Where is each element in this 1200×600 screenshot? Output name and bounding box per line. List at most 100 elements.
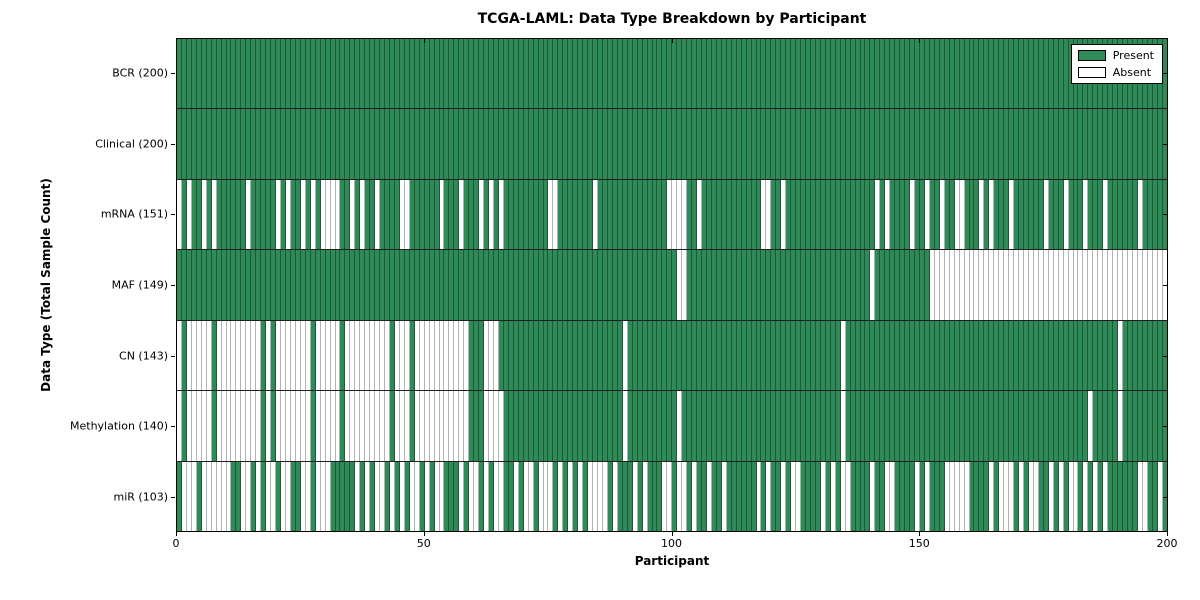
matrix-cell: [959, 179, 965, 250]
present-swatch: [1077, 50, 1106, 61]
matrix-cell: [999, 179, 1005, 250]
matrix-cell: [1033, 391, 1039, 461]
matrix-cell: [1157, 320, 1163, 391]
matrix-cell: [830, 39, 836, 109]
matrix-cell: [226, 391, 232, 461]
matrix-cell: [1093, 109, 1099, 179]
matrix-cell: [756, 320, 762, 391]
matrix-cell: [528, 320, 534, 391]
matrix-cell: [924, 179, 930, 250]
matrix-cell: [617, 391, 623, 461]
matrix-cell: [711, 39, 717, 109]
matrix-cell: [1009, 320, 1015, 391]
matrix-cell: [751, 391, 757, 461]
matrix-cell: [949, 320, 955, 391]
matrix-cell: [206, 461, 212, 531]
matrix-cell: [756, 461, 762, 531]
matrix-cell: [855, 179, 861, 250]
matrix-cell: [1083, 391, 1089, 461]
matrix-cell: [989, 109, 995, 179]
matrix-cell: [697, 461, 703, 531]
matrix-cell: [295, 39, 301, 109]
matrix-cell: [1068, 461, 1074, 531]
matrix-cell: [201, 391, 207, 461]
matrix-cell: [285, 320, 291, 391]
right-tick: [1163, 214, 1167, 216]
matrix-cell: [573, 320, 579, 391]
matrix-cell: [627, 391, 633, 461]
matrix-cell: [305, 109, 311, 179]
matrix-cell: [330, 250, 336, 320]
matrix-cell: [513, 179, 519, 250]
matrix-cell: [513, 39, 519, 109]
matrix-cell: [261, 320, 267, 391]
matrix-cell: [414, 39, 420, 109]
matrix-cell: [910, 39, 916, 109]
matrix-cell: [266, 109, 272, 179]
matrix-cell: [300, 39, 306, 109]
matrix-cell: [820, 179, 826, 250]
matrix-cell: [1043, 250, 1049, 320]
matrix-cell: [370, 391, 376, 461]
matrix-cell: [271, 109, 277, 179]
matrix-cell: [404, 39, 410, 109]
matrix-cell: [1043, 461, 1049, 531]
matrix-cell: [315, 250, 321, 320]
matrix-cell: [791, 391, 797, 461]
matrix-cell: [632, 250, 638, 320]
matrix-cell: [1004, 179, 1010, 250]
matrix-cell: [231, 250, 237, 320]
matrix-cell: [1113, 179, 1119, 250]
matrix-cell: [340, 109, 346, 179]
matrix-cell: [895, 39, 901, 109]
x-tick-top: [919, 39, 921, 43]
matrix-cell: [815, 250, 821, 320]
matrix-cell: [513, 109, 519, 179]
matrix-cell: [394, 461, 400, 531]
matrix-row-bcr: [177, 39, 1167, 109]
matrix-cell: [276, 109, 282, 179]
matrix-cell: [1053, 461, 1059, 531]
matrix-cell: [548, 179, 554, 250]
matrix-cell: [905, 320, 911, 391]
matrix-cell: [1043, 179, 1049, 250]
matrix-cell: [479, 391, 485, 461]
matrix-cell: [622, 109, 628, 179]
matrix-cell: [706, 109, 712, 179]
matrix-cell: [895, 250, 901, 320]
matrix-cell: [186, 391, 192, 461]
matrix-cell: [726, 320, 732, 391]
matrix-cell: [538, 320, 544, 391]
matrix-cell: [1152, 179, 1158, 250]
matrix-cell: [1162, 320, 1167, 391]
matrix-cell: [588, 179, 594, 250]
matrix-cell: [494, 109, 499, 179]
matrix-cell: [593, 320, 599, 391]
matrix-cell: [860, 461, 866, 531]
matrix-cell: [191, 391, 197, 461]
matrix-cell: [840, 320, 846, 391]
matrix-cell: [583, 39, 589, 109]
matrix-cell: [523, 179, 529, 250]
matrix-cell: [181, 109, 187, 179]
matrix-cell: [533, 461, 539, 531]
matrix-cell: [573, 109, 579, 179]
matrix-cell: [285, 250, 291, 320]
matrix-cell: [459, 250, 465, 320]
matrix-cell: [726, 250, 732, 320]
matrix-cell: [657, 320, 663, 391]
matrix-cell: [786, 461, 792, 531]
matrix-cell: [211, 109, 217, 179]
matrix-cell: [1033, 39, 1039, 109]
matrix-cell: [1123, 391, 1128, 461]
matrix-cell: [637, 109, 643, 179]
matrix-cell: [489, 461, 494, 531]
matrix-cell: [1014, 320, 1020, 391]
matrix-cell: [1048, 250, 1054, 320]
matrix-cell: [890, 179, 896, 250]
matrix-cell: [1019, 250, 1024, 320]
matrix-cell: [870, 39, 876, 109]
matrix-cell: [320, 109, 326, 179]
matrix-cell: [969, 461, 975, 531]
matrix-cell: [885, 179, 891, 250]
